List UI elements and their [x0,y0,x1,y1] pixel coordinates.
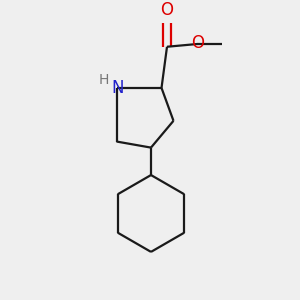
Text: N: N [112,79,124,97]
Text: O: O [160,1,173,19]
Text: H: H [99,73,110,87]
Text: O: O [191,34,204,52]
